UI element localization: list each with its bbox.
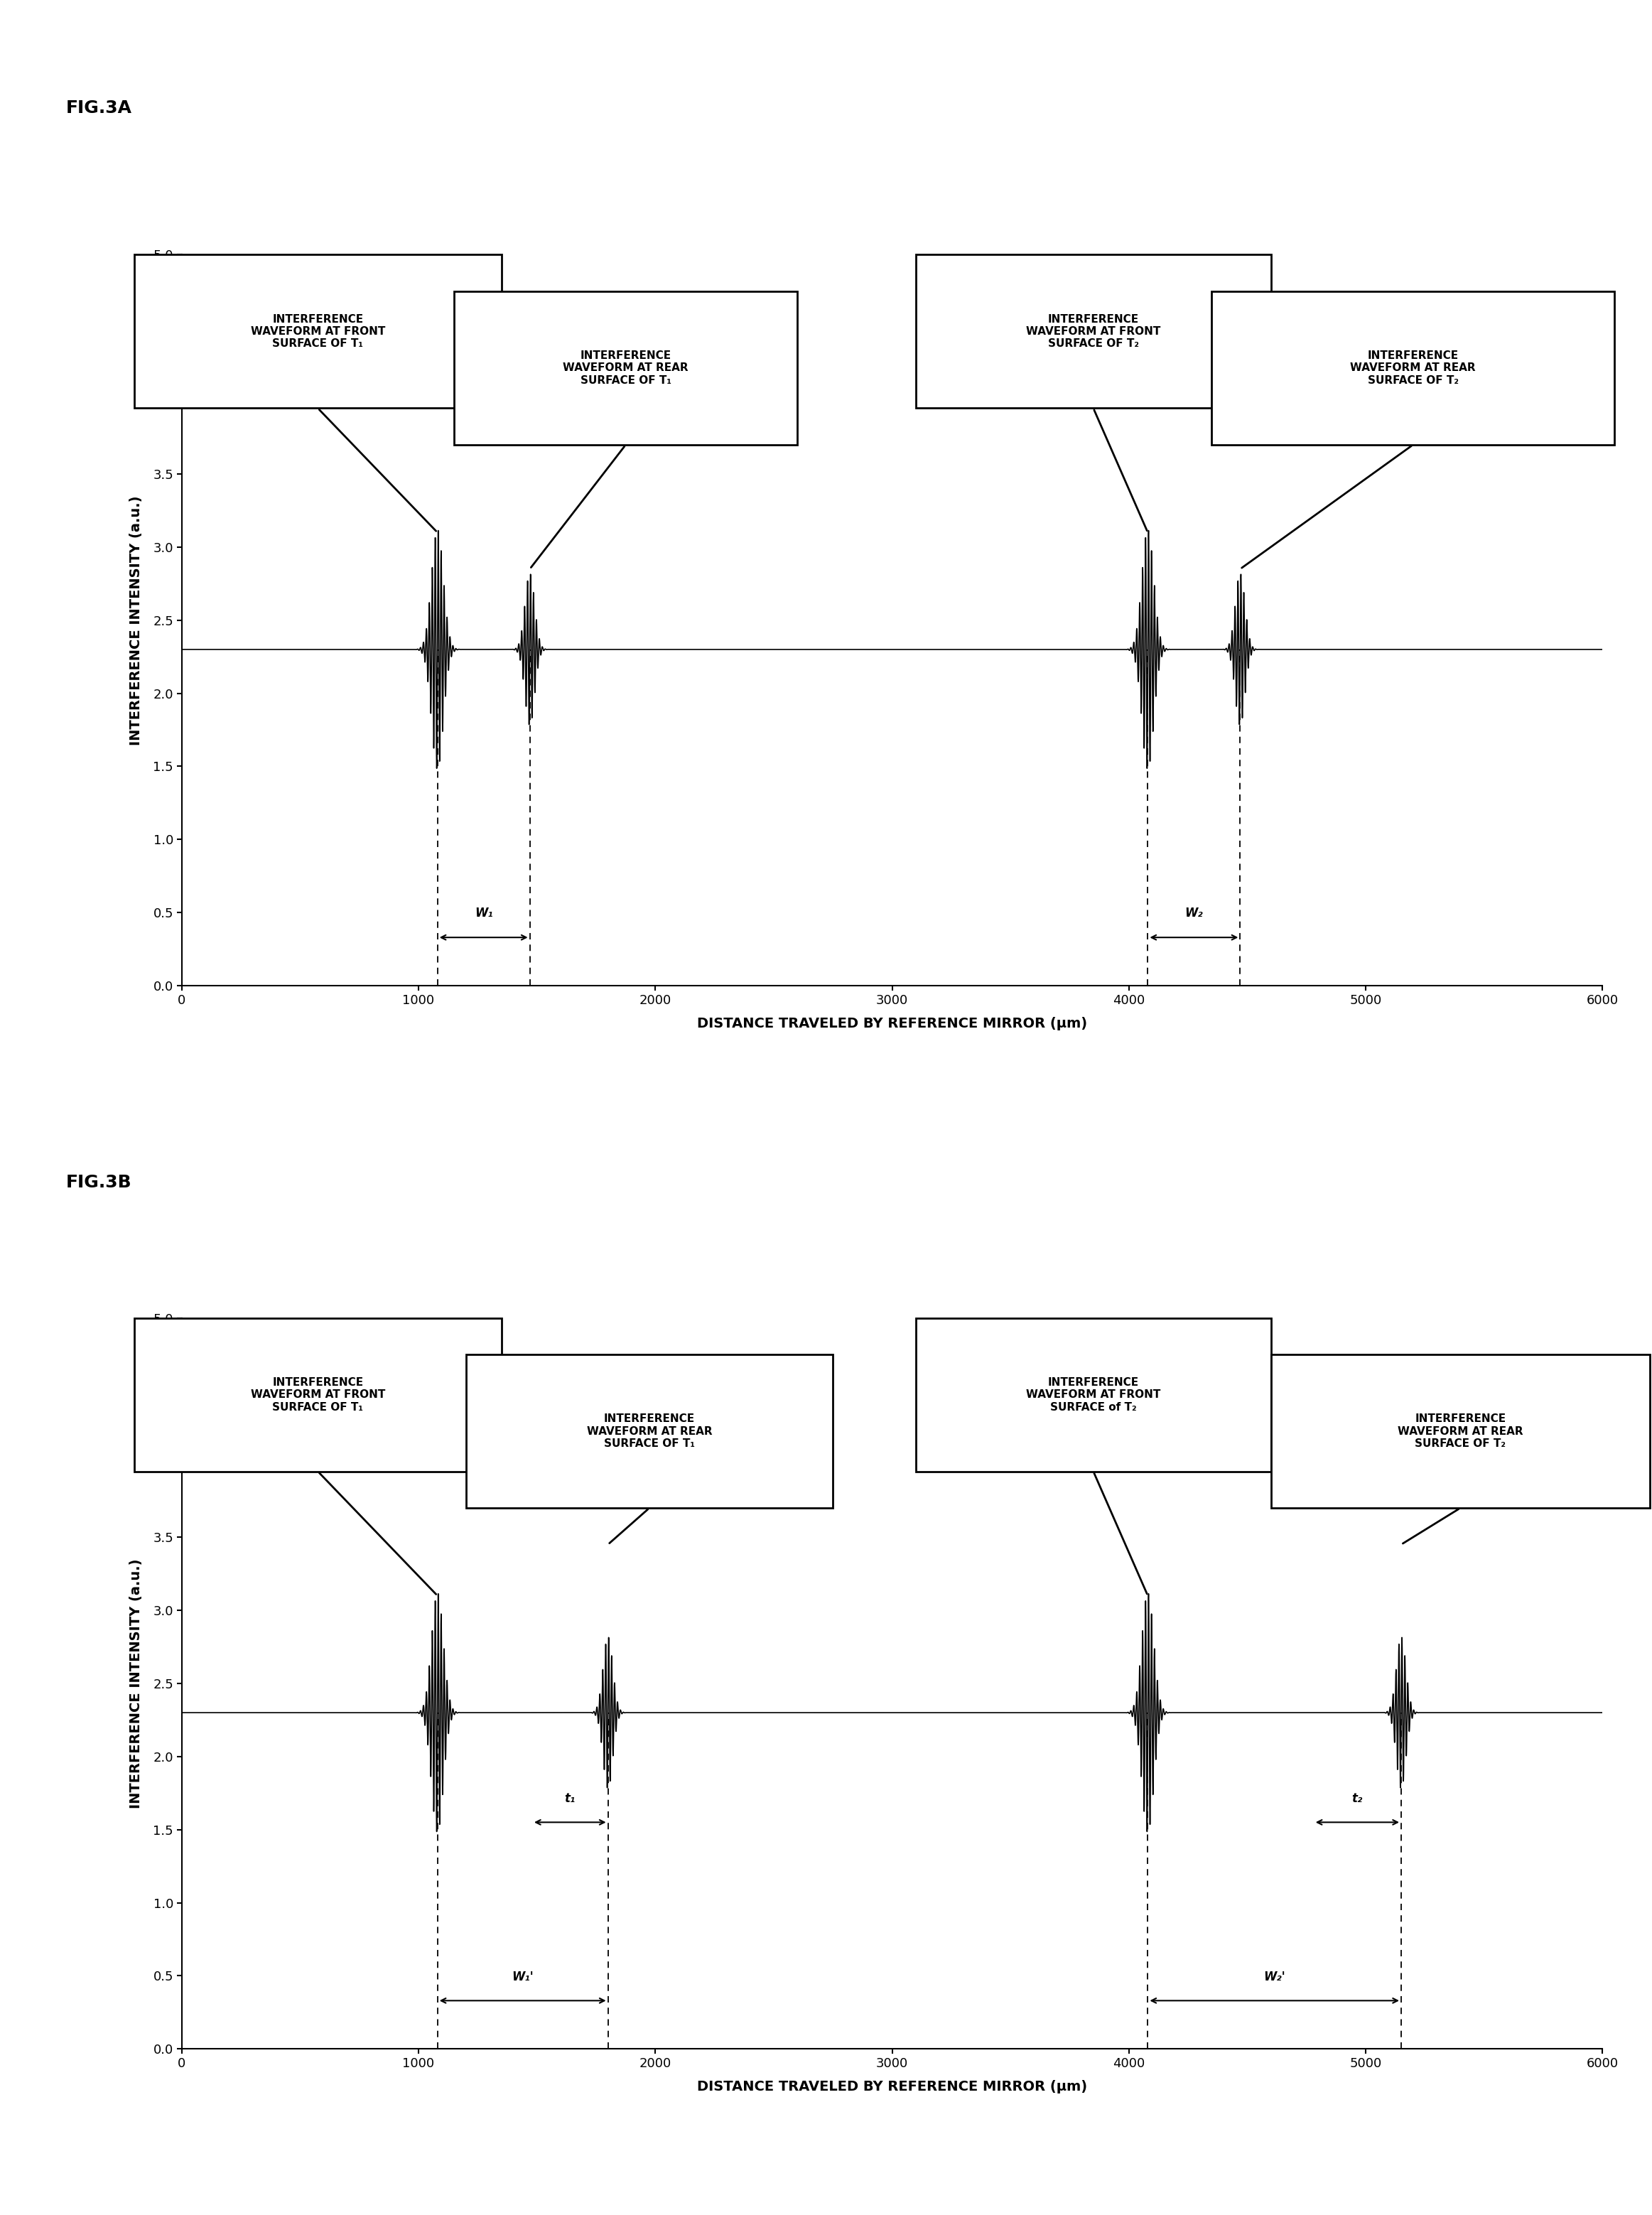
Text: INTERFERENCE
WAVEFORM AT REAR
SURFACE OF T₁: INTERFERENCE WAVEFORM AT REAR SURFACE OF… — [563, 350, 689, 385]
Text: W₂': W₂' — [1264, 1971, 1285, 1982]
Text: t₂: t₂ — [1351, 1792, 1363, 1805]
Y-axis label: INTERFERENCE INTENSITY (a.u.): INTERFERENCE INTENSITY (a.u.) — [129, 496, 144, 744]
Text: INTERFERENCE
WAVEFORM AT REAR
SURFACE OF T₁: INTERFERENCE WAVEFORM AT REAR SURFACE OF… — [586, 1413, 712, 1449]
Text: W₁: W₁ — [474, 908, 492, 919]
FancyBboxPatch shape — [1270, 1353, 1650, 1508]
Text: INTERFERENCE
WAVEFORM AT FRONT
SURFACE OF T₁: INTERFERENCE WAVEFORM AT FRONT SURFACE O… — [251, 1378, 385, 1413]
X-axis label: DISTANCE TRAVELED BY REFERENCE MIRROR (μm): DISTANCE TRAVELED BY REFERENCE MIRROR (μ… — [697, 2080, 1087, 2093]
FancyBboxPatch shape — [1213, 290, 1614, 445]
Text: INTERFERENCE
WAVEFORM AT FRONT
SURFACE OF T₂: INTERFERENCE WAVEFORM AT FRONT SURFACE O… — [1026, 315, 1161, 350]
FancyBboxPatch shape — [915, 1318, 1270, 1471]
Text: W₁': W₁' — [512, 1971, 534, 1982]
FancyBboxPatch shape — [454, 290, 798, 445]
Text: INTERFERENCE
WAVEFORM AT REAR
SURFACE OF T₂: INTERFERENCE WAVEFORM AT REAR SURFACE OF… — [1350, 350, 1475, 385]
Text: t₁: t₁ — [565, 1792, 575, 1805]
FancyBboxPatch shape — [134, 1318, 502, 1471]
Text: W₂: W₂ — [1184, 908, 1203, 919]
Text: FIG.3B: FIG.3B — [66, 1174, 132, 1192]
Text: INTERFERENCE
WAVEFORM AT FRONT
SURFACE of T₂: INTERFERENCE WAVEFORM AT FRONT SURFACE o… — [1026, 1378, 1161, 1413]
Text: INTERFERENCE
WAVEFORM AT FRONT
SURFACE OF T₁: INTERFERENCE WAVEFORM AT FRONT SURFACE O… — [251, 315, 385, 350]
FancyBboxPatch shape — [134, 255, 502, 408]
Y-axis label: INTERFERENCE INTENSITY (a.u.): INTERFERENCE INTENSITY (a.u.) — [129, 1559, 144, 1807]
FancyBboxPatch shape — [915, 255, 1270, 408]
Text: INTERFERENCE
WAVEFORM AT REAR
SURFACE OF T₂: INTERFERENCE WAVEFORM AT REAR SURFACE OF… — [1398, 1413, 1523, 1449]
X-axis label: DISTANCE TRAVELED BY REFERENCE MIRROR (μm): DISTANCE TRAVELED BY REFERENCE MIRROR (μ… — [697, 1017, 1087, 1030]
FancyBboxPatch shape — [466, 1353, 833, 1508]
Text: FIG.3A: FIG.3A — [66, 100, 132, 117]
